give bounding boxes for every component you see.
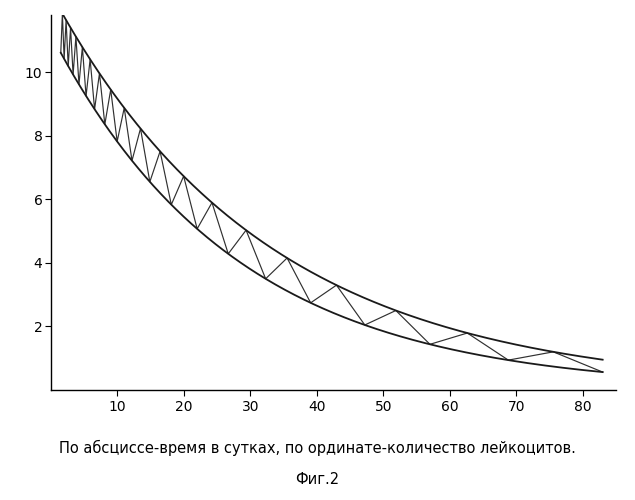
Text: По абсциссе-время в сутках, по ординате-количество лейкоцитов.: По абсциссе-время в сутках, по ординате-… xyxy=(59,440,576,456)
Text: Фиг.2: Фиг.2 xyxy=(295,472,340,486)
